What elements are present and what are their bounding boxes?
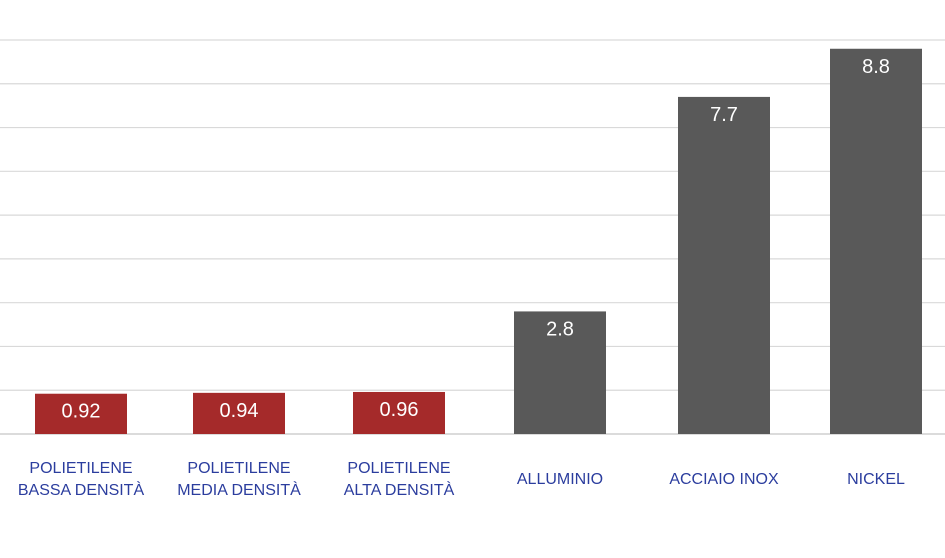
category-label: ALLUMINIO bbox=[517, 471, 603, 488]
category-label-line: ALTA DENSITÀ bbox=[344, 480, 455, 499]
category-labels: POLIETILENE BASSA DENSITÀ POLIETILENE MEDIA… bbox=[18, 460, 905, 499]
bar-value-label: 0.96 bbox=[380, 399, 419, 421]
value-labels: 0.92 0.94 0.96 2.8 7.7 8.8 bbox=[62, 56, 890, 423]
bar-value-label: 0.92 bbox=[62, 401, 101, 423]
category-label: POLIETILENE BASSA DENSITÀ bbox=[18, 460, 145, 499]
bar-value-label: 7.7 bbox=[710, 104, 738, 126]
bars bbox=[35, 48, 922, 435]
category-label-line: ALLUMINIO bbox=[517, 471, 603, 488]
bar-value-label: 8.8 bbox=[862, 56, 890, 78]
category-label: POLIETILENE ALTA DENSITÀ bbox=[344, 460, 455, 499]
category-label-line: MEDIA DENSITÀ bbox=[177, 480, 301, 499]
bar bbox=[830, 48, 922, 434]
bar bbox=[193, 392, 285, 434]
bar bbox=[678, 96, 770, 435]
category-label: ACCIAIO INOX bbox=[669, 471, 779, 488]
category-label-line: POLIETILENE bbox=[187, 460, 290, 477]
category-label: NICKEL bbox=[847, 471, 905, 488]
category-label-line: POLIETILENE bbox=[29, 460, 132, 477]
bar bbox=[353, 391, 445, 434]
category-label-line: ACCIAIO INOX bbox=[669, 471, 779, 488]
category-label-line: BASSA DENSITÀ bbox=[18, 480, 145, 499]
category-label-line: POLIETILENE bbox=[347, 460, 450, 477]
bar bbox=[514, 311, 606, 434]
category-label-line: NICKEL bbox=[847, 471, 905, 488]
gridlines bbox=[0, 39, 945, 435]
bar bbox=[35, 393, 127, 434]
bar-value-label: 0.94 bbox=[220, 400, 259, 422]
category-label: POLIETILENE MEDIA DENSITÀ bbox=[177, 460, 301, 499]
bar-value-label: 2.8 bbox=[546, 318, 574, 340]
